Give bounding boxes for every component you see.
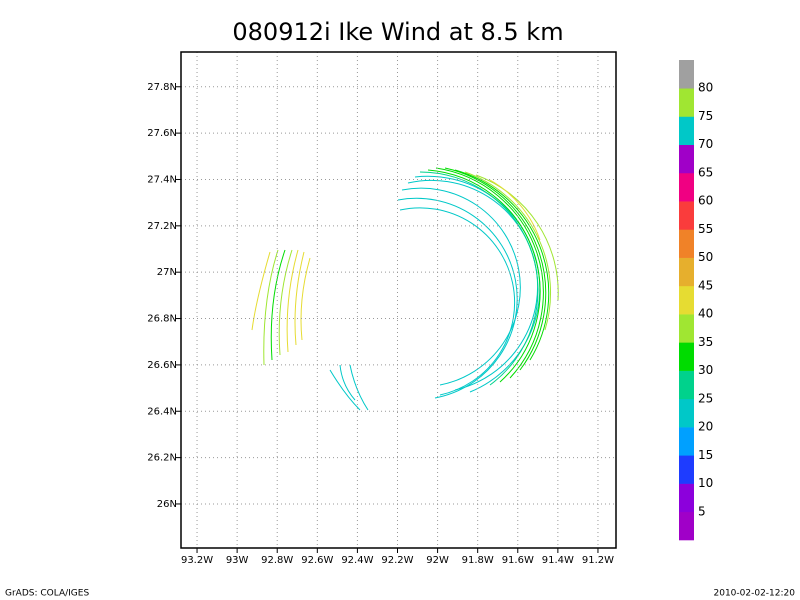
y-tick-label: 27N [157, 267, 177, 278]
colorbar-box [679, 483, 694, 513]
x-tick-label: 92.2W [381, 555, 413, 566]
colorbar-box [679, 116, 694, 146]
x-tick-label: 93W [226, 555, 249, 566]
colorbar-label: 35 [698, 335, 713, 349]
x-tick-label: 92W [426, 555, 449, 566]
colorbar-box [679, 314, 694, 343]
x-tick-label: 92.6W [301, 555, 333, 566]
colorbar-box [679, 285, 694, 315]
y-tick-label: 26.6N [147, 360, 177, 371]
y-tick-label: 27.8N [147, 82, 177, 93]
colorbar-box [679, 511, 694, 541]
colorbar-box [679, 172, 694, 202]
colorbar-box [679, 257, 694, 287]
colorbar-box [679, 60, 694, 89]
x-tick-label: 92.4W [341, 555, 373, 566]
colorbar-box [679, 201, 694, 230]
colorbar-box [679, 370, 694, 400]
y-tick-label: 26.4N [147, 406, 177, 417]
x-tick-label: 91.8W [462, 555, 494, 566]
y-tick-label: 27.6N [147, 128, 177, 139]
y-tick-label: 26.2N [147, 453, 177, 464]
colorbar-box [679, 144, 694, 174]
colorbar-box [679, 455, 694, 484]
x-tick-label: 91.4W [542, 555, 574, 566]
y-tick-label: 27.2N [147, 221, 177, 232]
colorbar-label: 50 [698, 250, 713, 264]
colorbar-label: 25 [698, 391, 713, 405]
colorbar-label: 45 [698, 278, 713, 292]
x-tick-label: 91.6W [502, 555, 534, 566]
colorbar-label: 10 [698, 476, 713, 490]
y-tick-label: 27.4N [147, 174, 177, 185]
colorbar-label: 40 [698, 307, 713, 321]
colorbar-box [679, 229, 694, 258]
colorbar-label: 60 [698, 194, 713, 208]
colorbar-label: 65 [698, 165, 713, 179]
plot-frame [180, 51, 617, 549]
y-tick-label: 26N [157, 499, 177, 510]
colorbar-label: 80 [698, 81, 713, 95]
colorbar-label: 15 [698, 448, 713, 462]
colorbar-box [679, 398, 694, 428]
colorbar-label: 20 [698, 420, 713, 434]
colorbar-box [679, 427, 694, 456]
footer-right: 2010-02-02-12:20 [714, 589, 796, 599]
colorbar-label: 75 [698, 109, 713, 123]
colorbar-box [679, 88, 694, 117]
chart-title: 080912i Ike Wind at 8.5 km [232, 18, 563, 46]
colorbar-label: 30 [698, 363, 713, 377]
x-tick-label: 91.2W [582, 555, 614, 566]
wind-vectors [251, 167, 559, 411]
colorbar-box [679, 342, 694, 371]
colorbar-label: 5 [698, 504, 706, 518]
colorbar-label: 70 [698, 137, 713, 151]
y-tick-label: 26.8N [147, 314, 177, 325]
footer-left: GrADS: COLA/IGES [5, 589, 89, 599]
x-tick-label: 93.2W [181, 555, 213, 566]
x-tick-label: 92.8W [261, 555, 293, 566]
colorbar-label: 55 [698, 222, 713, 236]
